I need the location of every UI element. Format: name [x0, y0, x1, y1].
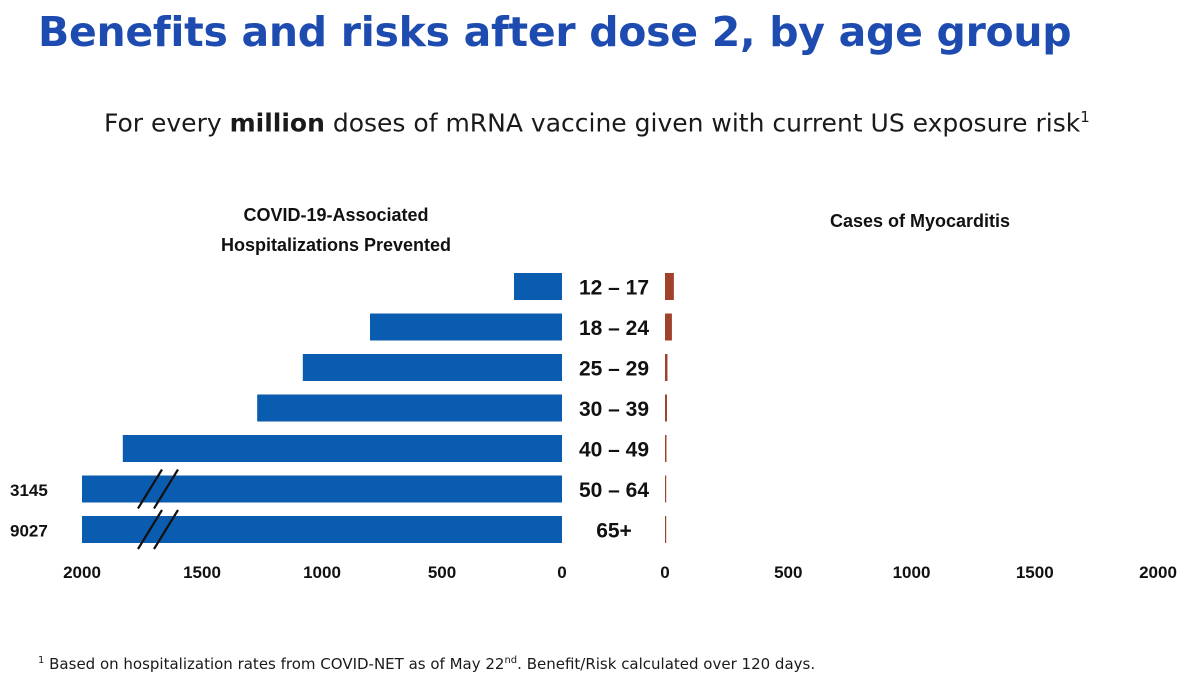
- age-group-label: 25 – 29: [579, 358, 649, 381]
- benefit-axis-tick: 0: [557, 563, 566, 582]
- slide-subtitle: For every million doses of mRNA vaccine …: [104, 108, 1090, 137]
- footnote-pre: Based on hospitalization rates from COVI…: [44, 655, 505, 673]
- axis-break-mark: [137, 468, 163, 510]
- benefit-axis-tick: 1500: [183, 563, 221, 582]
- myocarditis-bar-0: [665, 273, 674, 300]
- benefit-axis-tick: 500: [428, 563, 456, 582]
- axis-break-mark: [153, 468, 179, 510]
- age-group-label: 12 – 17: [579, 277, 649, 300]
- benefit-bar-4: [122, 435, 563, 462]
- risk-axis-tick: 2000: [1139, 563, 1177, 582]
- myocarditis-bar-5: [665, 475, 667, 503]
- slide-title: Benefits and risks after dose 2, by age …: [38, 8, 1072, 56]
- myocarditis-bar-3: [665, 394, 667, 422]
- benefit-chart-title-line-2: Hospitalizations Prevented: [221, 235, 451, 255]
- risk-axis-tick: 0: [660, 563, 669, 582]
- risk-axis-tick: 500: [774, 563, 802, 582]
- myocarditis-bar-1: [665, 313, 672, 341]
- age-group-label: 50 – 64: [579, 479, 649, 502]
- footnote-ordinal: nd: [504, 655, 518, 666]
- age-group-label: 30 – 39: [579, 398, 649, 421]
- age-group-label: 18 – 24: [579, 317, 649, 340]
- benefit-bar-0: [514, 273, 562, 300]
- footnote-post: . Benefit/Risk calculated over 120 days.: [517, 655, 816, 673]
- age-group-label: 65+: [596, 520, 632, 543]
- myocarditis-bar-4: [665, 435, 667, 462]
- benefit-axis-tick: 2000: [63, 563, 101, 582]
- myocarditis-bar-6: [665, 516, 667, 543]
- truncated-value-label: 9027: [10, 522, 48, 541]
- risk-axis-tick: 1500: [1016, 563, 1054, 582]
- benefit-bar-3: [257, 394, 562, 422]
- truncated-value-label: 3145: [10, 481, 48, 500]
- myocarditis-bar-2: [665, 354, 668, 381]
- benefit-bar-6: [82, 516, 562, 543]
- benefit-axis-tick: 1000: [303, 563, 341, 582]
- risk-axis-tick: 1000: [893, 563, 931, 582]
- subtitle-footnote-mark: 1: [1080, 108, 1090, 126]
- benefit-chart-title-line-1: COVID-19-Associated: [243, 205, 428, 225]
- age-group-label: 40 – 49: [579, 439, 649, 462]
- benefit-bar-2: [302, 354, 562, 381]
- benefit-bar-1: [370, 313, 562, 341]
- axis-break-mark: [137, 509, 163, 550]
- footnote: 1 Based on hospitalization rates from CO…: [38, 655, 815, 673]
- benefit-risk-chart: COVID-19-Associated Hospitalizations Pre…: [10, 205, 1177, 582]
- footnote-mark: 1: [38, 655, 45, 666]
- subtitle-post: doses of mRNA vaccine given with current…: [324, 108, 1081, 138]
- subtitle-pre: For every: [104, 108, 230, 138]
- benefit-bar-5: [82, 475, 562, 503]
- subtitle-bold: million: [229, 108, 325, 138]
- risk-chart-title: Cases of Myocarditis: [830, 211, 1010, 231]
- axis-break-mark: [153, 509, 179, 550]
